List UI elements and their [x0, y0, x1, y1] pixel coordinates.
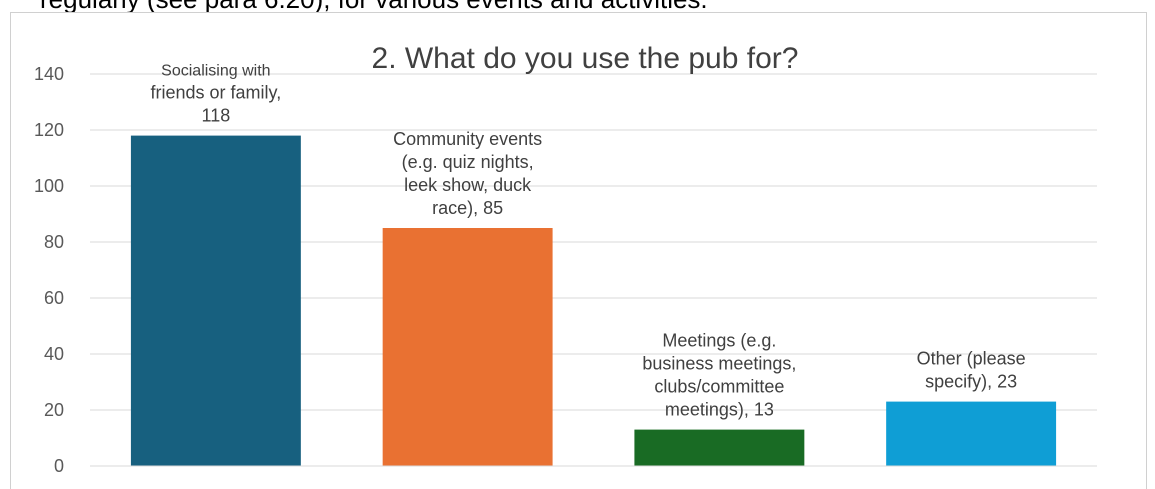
data-label: clubs/committee	[654, 377, 784, 397]
data-labels: Socialising with friends or family, 118 Com…	[151, 63, 1026, 420]
data-label: 118	[202, 106, 231, 126]
data-label: race), 85	[432, 198, 503, 218]
y-axis-tick-labels: 0 20 40 60 80 100 120 140	[34, 64, 64, 476]
data-label: leek show, duck	[404, 175, 532, 195]
y-tick-label: 120	[34, 120, 64, 140]
chart-title: 2. What do you use the pub for?	[372, 42, 799, 75]
y-tick-label: 0	[54, 456, 64, 476]
y-tick-label: 140	[34, 64, 64, 84]
y-tick-label: 100	[34, 176, 64, 196]
data-label: Community events	[393, 129, 542, 149]
bar-4	[886, 401, 1057, 466]
data-label: Socialising with	[161, 63, 270, 80]
y-tick-label: 80	[44, 232, 64, 252]
data-label: business meetings,	[642, 354, 796, 374]
data-label: Meetings (e.g.	[662, 331, 776, 351]
header-text: regularly (see para 6.20), for various e…	[40, 0, 708, 15]
data-label: specify), 23	[925, 372, 1017, 392]
bar-2	[382, 228, 553, 466]
bar-1	[130, 135, 301, 466]
bar-3	[634, 429, 805, 466]
data-label: friends or family,	[151, 83, 282, 103]
data-label: (e.g. quiz nights,	[402, 152, 534, 172]
y-tick-label: 40	[44, 344, 64, 364]
bars	[130, 135, 1057, 466]
data-label: Other (please	[917, 349, 1026, 369]
y-tick-label: 60	[44, 288, 64, 308]
data-label: meetings), 13	[665, 400, 774, 420]
y-tick-label: 20	[44, 400, 64, 420]
